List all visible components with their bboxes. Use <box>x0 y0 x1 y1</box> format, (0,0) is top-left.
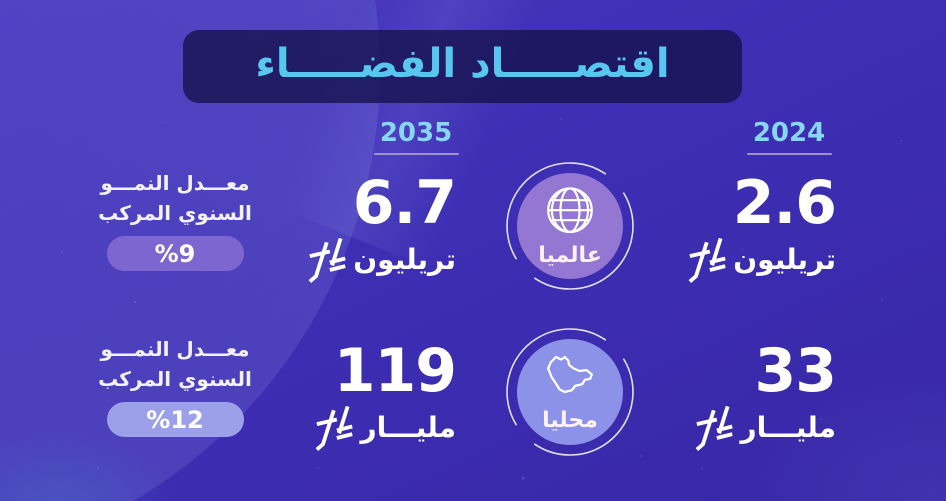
cagr-badge-local: %12 <box>106 402 244 437</box>
stat-unit: تريليون <box>353 243 456 276</box>
scope-badge-global: عالميا <box>500 156 640 296</box>
badge-circle: عالميا <box>517 173 623 279</box>
stat-unit: مليـــار <box>360 411 456 444</box>
cagr-block-global: معـــدل النمـــو السنوي المركب %9 <box>90 168 260 271</box>
saudi-riyal-symbol-icon <box>308 237 346 283</box>
scope-label: عالميا <box>538 243 602 268</box>
stat-unit-row: تريليون <box>686 236 836 284</box>
stat-value: 119 <box>333 336 457 406</box>
cagr-label-line1: معـــدل النمـــو <box>100 171 250 195</box>
stat-unit: تريليون <box>733 243 836 276</box>
year-underline <box>373 153 459 155</box>
cagr-label-line2: السنوي المركب <box>98 201 252 225</box>
cagr-label: معـــدل النمـــو السنوي المركب <box>98 168 252 228</box>
scope-label: محليا <box>542 408 598 433</box>
cagr-label-line1: معـــدل النمـــو <box>100 337 250 361</box>
year-label: 2024 <box>752 118 826 148</box>
stat-value: 33 <box>754 336 837 406</box>
saudi-riyal-symbol-icon <box>696 405 734 451</box>
cagr-block-local: معـــدل النمـــو السنوي المركب %12 <box>90 334 260 437</box>
stat-value: 2.6 <box>732 168 837 238</box>
saudi-riyal-symbol-icon <box>316 405 354 451</box>
stat-local-2035: 119 مليـــار <box>278 336 457 452</box>
year-header-2024: 2024 <box>728 118 850 155</box>
badge-ring <box>506 328 634 456</box>
stat-unit-row: تريليون <box>306 236 456 284</box>
year-header-2035: 2035 <box>355 118 477 155</box>
page-title: اقتصـــــاد الفضـــــاء <box>255 40 670 87</box>
scope-badge-local: محليا <box>500 322 640 462</box>
badge-circle: محليا <box>517 339 623 445</box>
globe-icon <box>547 187 593 234</box>
stat-unit: مليـــار <box>740 411 836 444</box>
stat-value: 6.7 <box>352 168 457 238</box>
cagr-badge-global: %9 <box>106 236 244 271</box>
saudi-map-icon <box>546 355 594 394</box>
cagr-label-line2: السنوي المركب <box>98 367 252 391</box>
saudi-riyal-symbol-icon <box>688 237 726 283</box>
year-label: 2035 <box>379 118 453 148</box>
cagr-label: معـــدل النمـــو السنوي المركب <box>98 334 252 394</box>
stat-unit-row: مليـــار <box>693 404 836 452</box>
badge-ring <box>506 162 634 290</box>
title-banner: اقتصـــــاد الفضـــــاء <box>183 30 742 103</box>
stat-global-2024: 2.6 تريليون <box>658 168 837 284</box>
year-underline <box>746 153 832 155</box>
stat-unit-row: مليـــار <box>313 404 456 452</box>
stat-local-2024: 33 مليـــار <box>658 336 837 452</box>
stat-global-2035: 6.7 تريليون <box>278 168 457 284</box>
